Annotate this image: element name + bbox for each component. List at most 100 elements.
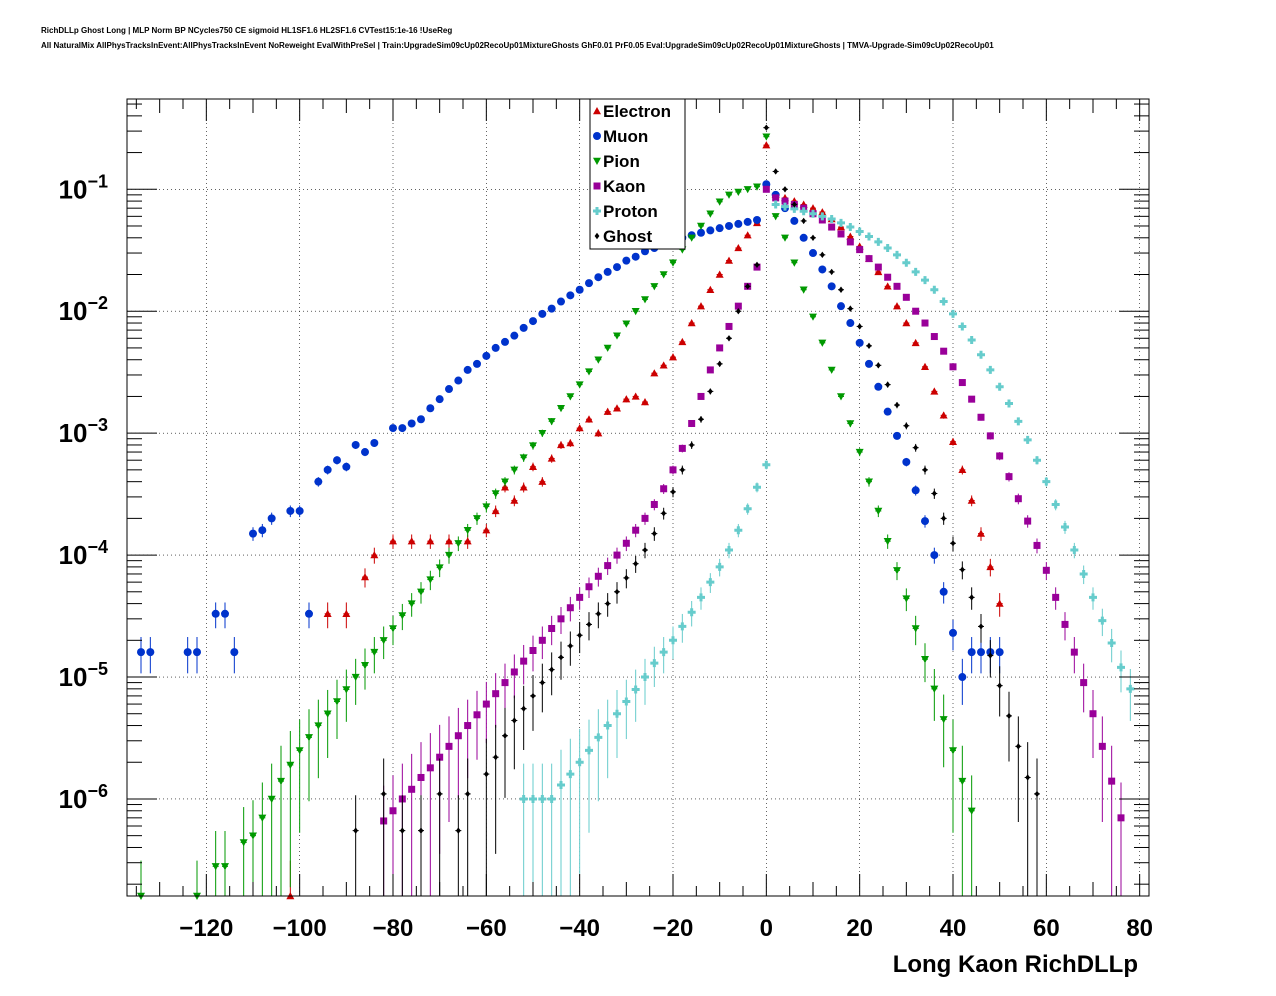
data-point-electron	[575, 424, 584, 432]
marker-proton	[538, 794, 547, 803]
y-tick-label: 10−3	[59, 415, 108, 448]
marker-pion	[501, 478, 509, 486]
data-point-proton	[827, 215, 836, 224]
marker-kaon	[473, 711, 481, 719]
marker-muon	[193, 648, 201, 657]
marker-kaon	[1061, 620, 1069, 628]
data-point-proton	[818, 212, 827, 221]
marker-proton	[585, 746, 593, 755]
data-point-muon	[398, 424, 407, 433]
data-point-muon	[818, 265, 827, 274]
marker-proton	[771, 200, 780, 209]
marker-muon	[445, 385, 453, 394]
marker-ghost	[959, 566, 965, 573]
marker-proton	[827, 215, 836, 224]
marker-pion	[865, 478, 873, 486]
marker-electron	[426, 537, 435, 545]
marker-electron	[958, 465, 967, 474]
data-point-ghost	[632, 555, 639, 573]
data-point-proton	[1079, 565, 1088, 585]
marker-proton	[902, 258, 911, 267]
marker-pion	[211, 863, 220, 871]
marker-muon	[930, 551, 939, 560]
marker-proton	[1061, 522, 1069, 531]
marker-ghost	[595, 610, 601, 617]
data-point-ghost	[455, 795, 462, 896]
marker-proton	[631, 685, 640, 694]
data-point-pion	[491, 488, 500, 499]
marker-pion	[463, 526, 472, 535]
data-point-kaon	[1080, 663, 1088, 713]
data-point-kaon	[669, 465, 677, 475]
marker-proton	[939, 297, 948, 306]
data-point-ghost	[744, 283, 751, 290]
data-point-proton	[1014, 417, 1023, 426]
marker-kaon	[865, 255, 873, 263]
data-point-electron	[631, 392, 640, 400]
marker-kaon	[557, 615, 565, 623]
marker-ghost	[381, 790, 387, 798]
marker-ghost	[819, 251, 825, 259]
marker-electron	[463, 537, 472, 545]
marker-pion	[818, 339, 827, 347]
marker-ghost	[987, 652, 993, 659]
data-point-electron	[678, 337, 687, 346]
data-point-ghost	[492, 724, 499, 854]
data-point-electron	[547, 454, 556, 463]
data-point-muon	[790, 216, 799, 225]
marker-muon	[995, 648, 1004, 657]
marker-ghost	[670, 488, 676, 496]
marker-pion	[902, 595, 911, 603]
marker-pion	[883, 537, 892, 546]
marker-electron	[734, 243, 743, 252]
marker-kaon	[846, 238, 854, 246]
data-point-pion	[902, 588, 911, 612]
data-point-proton	[855, 227, 864, 236]
marker-kaon	[1108, 777, 1116, 785]
data-point-proton	[809, 209, 817, 218]
data-point-kaon	[1108, 745, 1116, 896]
series-kaon	[380, 185, 1125, 896]
marker-electron	[809, 204, 817, 212]
marker-ghost	[931, 490, 937, 497]
marker-electron	[687, 319, 696, 327]
data-point-ghost	[968, 587, 975, 610]
marker-kaon	[856, 246, 864, 254]
marker-pion	[342, 686, 351, 694]
marker-proton	[725, 546, 733, 555]
data-point-ghost	[810, 234, 816, 241]
data-point-muon	[463, 365, 472, 374]
data-point-ghost	[651, 527, 658, 541]
marker-electron	[445, 537, 453, 545]
data-point-muon	[613, 263, 621, 272]
marker-ghost	[623, 574, 629, 582]
data-point-pion	[566, 393, 575, 401]
data-point-muon	[734, 219, 743, 228]
data-point-pion	[426, 570, 435, 591]
marker-pion	[473, 515, 481, 523]
data-point-electron	[650, 369, 659, 377]
marker-electron	[883, 282, 892, 290]
marker-proton	[697, 593, 705, 602]
axes: −120 −100 −80 −60 −40 −20 0 20 40 60 80 10−6 10−5 10−…	[59, 99, 1153, 942]
marker-electron	[995, 599, 1004, 607]
data-point-ghost	[1034, 758, 1040, 896]
data-point-pion	[389, 615, 397, 646]
marker-kaon	[445, 742, 453, 750]
marker-muon	[557, 297, 565, 306]
data-point-kaon	[408, 753, 416, 896]
data-point-kaon	[884, 273, 892, 281]
marker-pion	[893, 567, 901, 575]
data-point-kaon	[613, 547, 621, 564]
data-point-muon	[137, 637, 145, 674]
data-point-electron	[557, 440, 565, 449]
data-point-muon	[622, 256, 631, 265]
data-point-pion	[594, 356, 603, 364]
data-point-muon	[519, 323, 528, 332]
data-point-muon	[631, 252, 640, 261]
data-point-electron	[893, 302, 901, 310]
data-point-muon	[706, 226, 715, 235]
data-point-proton	[566, 738, 575, 896]
series-muon	[137, 180, 1004, 705]
